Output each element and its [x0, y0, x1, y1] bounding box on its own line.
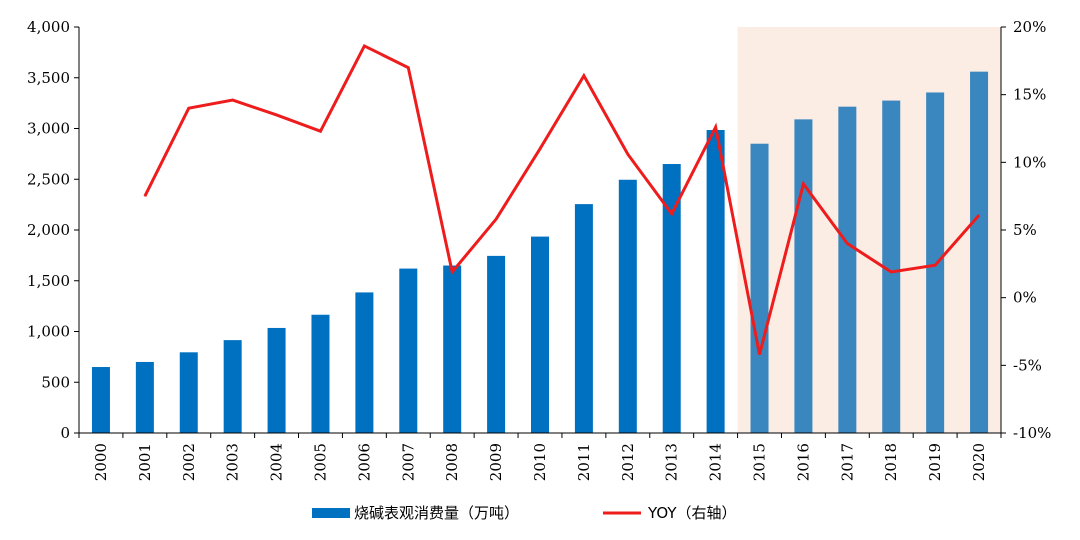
- bar-2001: [135, 361, 154, 433]
- yoy-line: [143, 43, 981, 355]
- yoy-point-2009: [495, 218, 497, 220]
- x-tick-label: 2005: [311, 443, 329, 481]
- bar-2014: [706, 130, 725, 433]
- bar-2000: [91, 367, 110, 433]
- yoy-point-2011: [583, 75, 585, 77]
- bar-2008: [443, 265, 462, 433]
- bar-2009: [487, 255, 506, 433]
- legend: 烧碱表观消费量（万吨） YOY（右轴）: [312, 504, 737, 522]
- x-tick-label: 2020: [970, 443, 988, 481]
- x-tick-label: 2001: [136, 443, 154, 481]
- axes-layer: 0 500 1,000 1,500 2,000 2,500 3,000 3,500 4,000 -…: [27, 18, 1051, 481]
- bar-2010: [531, 236, 549, 433]
- bar-2015: [750, 143, 769, 433]
- right-tick-label: 10%: [1013, 153, 1046, 171]
- yoy-point-2004: [276, 114, 278, 116]
- yoy-point-2002: [188, 107, 190, 109]
- yoy-point-2013: [671, 213, 673, 215]
- legend-label-bar: 烧碱表观消费量（万吨）: [354, 504, 519, 522]
- yoy-point-2018: [890, 271, 892, 273]
- x-tick-label: 2016: [794, 443, 812, 481]
- right-tick-label: 15%: [1013, 86, 1046, 104]
- yoy-point-2010: [539, 148, 541, 150]
- left-tick-label: 2,500: [27, 170, 70, 188]
- yoy-point-2001: [144, 195, 146, 197]
- x-tick-label: 2006: [355, 443, 373, 481]
- bar-2013: [662, 164, 681, 433]
- left-tick-label: 500: [41, 373, 70, 391]
- right-tick-label: 0%: [1013, 289, 1037, 307]
- bar-2011: [574, 204, 593, 433]
- bar-2019: [926, 92, 945, 433]
- yoy-point-2012: [627, 153, 629, 155]
- x-tick-label: 2013: [663, 443, 681, 481]
- left-tick-label: 1,500: [27, 272, 70, 290]
- right-tick-label: -10%: [1013, 424, 1051, 442]
- yoy-point-2014: [715, 126, 717, 128]
- x-tick-label: 2002: [180, 443, 198, 481]
- bar-2007: [399, 268, 418, 433]
- left-tick-label: 3,500: [27, 69, 70, 87]
- bar-2020: [970, 71, 989, 433]
- left-tick-label: 0: [60, 424, 70, 442]
- bar-2012: [618, 179, 637, 433]
- x-tick-label: 2014: [707, 443, 725, 481]
- bar-2003: [223, 340, 242, 433]
- bar-2016: [794, 119, 813, 434]
- x-tick-label: 2017: [838, 443, 856, 481]
- bar-2004: [267, 327, 286, 433]
- yoy-point-2016: [802, 183, 804, 185]
- x-tick-label: 2000: [92, 443, 110, 481]
- bar-2017: [838, 106, 857, 434]
- left-tick-label: 4,000: [27, 18, 70, 36]
- x-tick-label: 2008: [443, 443, 461, 481]
- x-tick-label: 2009: [487, 443, 505, 481]
- x-tick-label: 2011: [575, 443, 593, 481]
- yoy-point-2020: [978, 214, 980, 216]
- x-tick-label: 2012: [619, 443, 637, 481]
- yoy-point-2007: [407, 67, 409, 69]
- bar-2005: [311, 314, 330, 433]
- x-tick-label: 2010: [531, 443, 549, 481]
- legend-swatch-bar: [312, 508, 350, 518]
- left-tick-label: 1,000: [27, 323, 70, 341]
- x-tick-label: 2018: [882, 443, 900, 481]
- yoy-point-2005: [319, 130, 321, 132]
- right-tick-label: -5%: [1013, 356, 1042, 374]
- x-tick-label: 2007: [399, 443, 417, 481]
- left-tick-label: 2,000: [27, 221, 70, 239]
- yoy-point-2017: [846, 243, 848, 245]
- yoy-point-2003: [232, 99, 234, 101]
- yoy-point-2019: [934, 264, 936, 266]
- yoy-point-2008: [451, 271, 453, 273]
- line-series-layer: [143, 43, 981, 356]
- x-tick-label: 2015: [751, 443, 769, 481]
- bar-2002: [179, 352, 198, 433]
- right-tick-label: 5%: [1013, 221, 1037, 239]
- x-tick-label: 2003: [224, 443, 242, 481]
- forecast-shading-layer: [737, 27, 1001, 433]
- right-tick-label: 20%: [1013, 18, 1046, 36]
- bar-2006: [355, 292, 374, 433]
- forecast-shading: [737, 27, 1001, 433]
- bar-series-layer: [91, 71, 989, 434]
- bar-2018: [882, 100, 901, 434]
- yoy-point-2006: [363, 45, 365, 47]
- yoy-point-2015: [759, 354, 761, 356]
- x-tick-label: 2004: [268, 443, 286, 481]
- legend-label-line: YOY（右轴）: [647, 504, 737, 522]
- x-tick-label: 2019: [926, 443, 944, 481]
- left-tick-label: 3,000: [27, 120, 70, 138]
